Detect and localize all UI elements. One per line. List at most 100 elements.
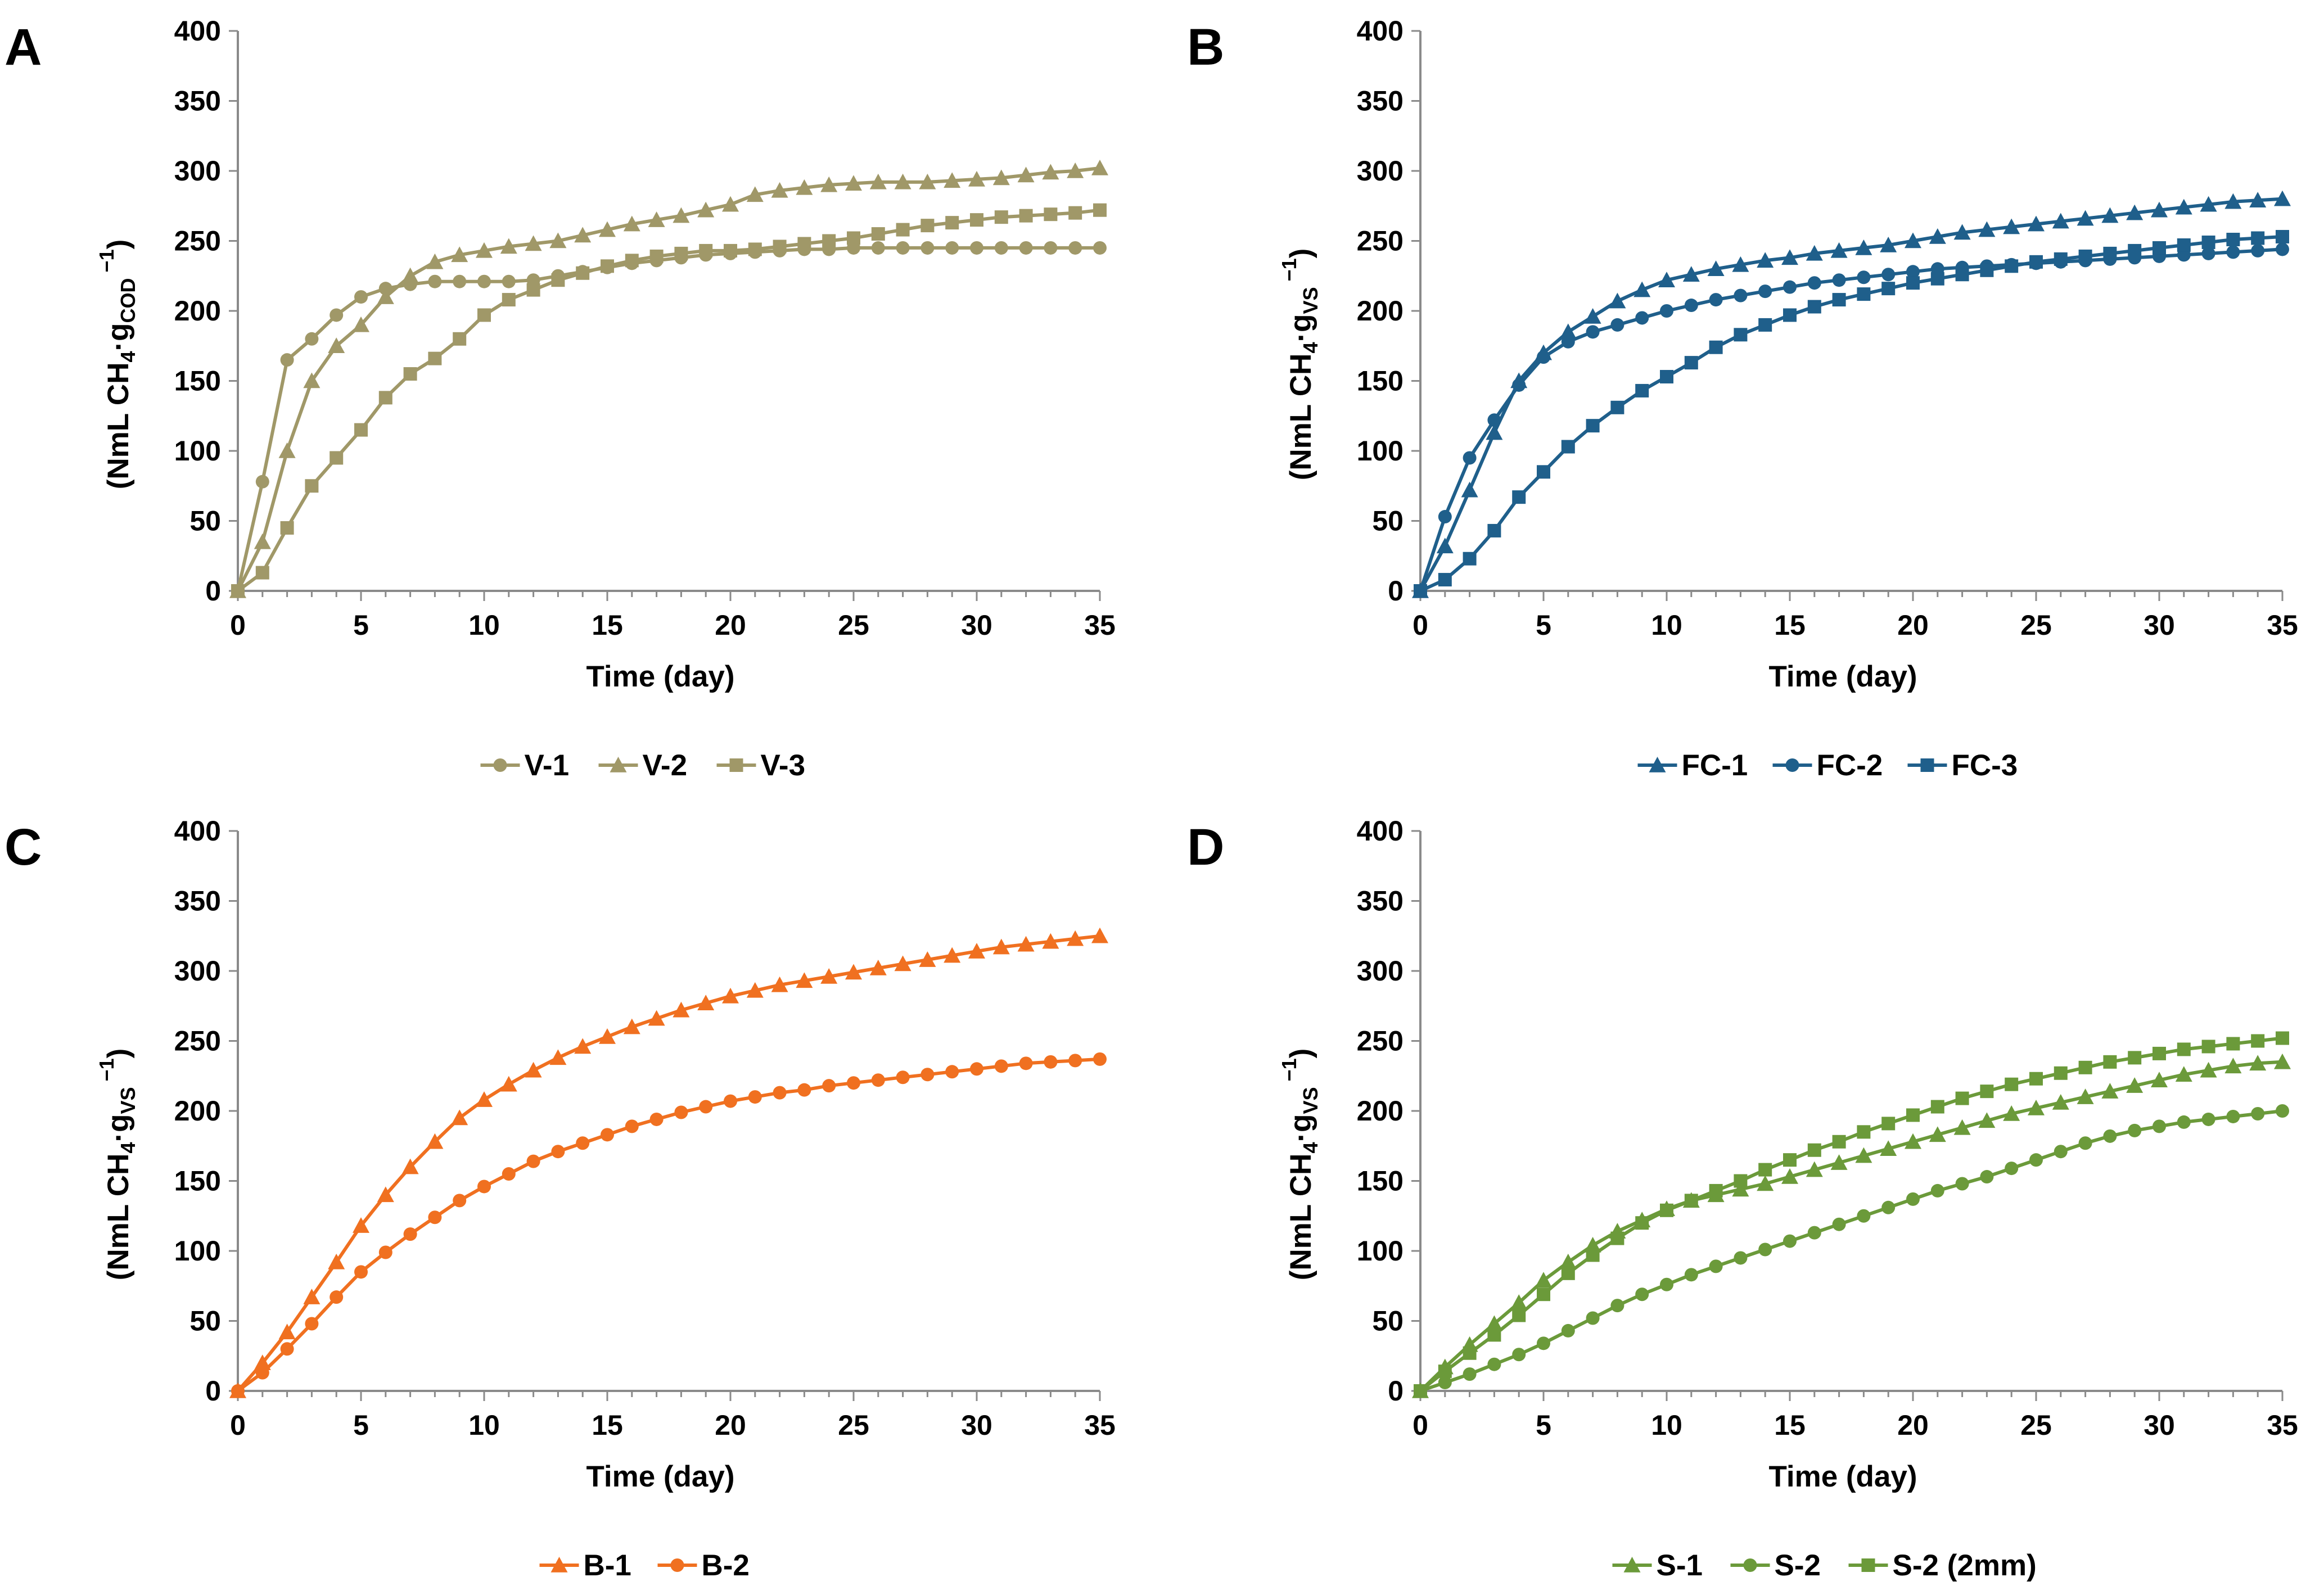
panel-c-legend-b-1-swatch-marker xyxy=(550,1557,568,1573)
panel-d-series-s-2-point xyxy=(2226,1109,2240,1123)
panel-b-series-fc-1-point xyxy=(2274,190,2291,206)
panel-b-series-fc-3-point xyxy=(2177,238,2191,252)
panel-a-xtick-label: 5 xyxy=(353,609,369,641)
panel-a-series-v-1-point xyxy=(255,475,269,489)
panel-a-series-v-3-point xyxy=(773,240,787,254)
panel-c-series-b-2-point xyxy=(970,1062,983,1076)
panel-a-series-v-3-point xyxy=(354,423,368,437)
panel-a-series-v-1-point xyxy=(896,241,910,255)
panel-c-series-b-1-point xyxy=(869,960,887,975)
panel-c-ytick-label: 0 xyxy=(205,1375,221,1407)
panel-d-ytick-label: 0 xyxy=(1388,1375,1404,1407)
panel-d-series-s-2-point xyxy=(1758,1242,1772,1257)
panel-d-series-s-2-2mm-point xyxy=(1586,1248,1600,1262)
panel-a-series-v-3-point xyxy=(255,566,269,580)
panel-b-ytick-label: 100 xyxy=(1357,435,1404,467)
panel-d-series-s-1 xyxy=(1412,1053,2291,1398)
panel-b-series-fc-2-point xyxy=(1438,510,1452,524)
panel-a-series-v-2-point xyxy=(697,201,715,218)
panel-a-legend-v-3: V-3 xyxy=(716,749,805,782)
panel-a-ytick-label: 400 xyxy=(174,15,221,47)
panel-a-series-v-2-point xyxy=(1017,166,1035,183)
panel-a-series-v-3-point xyxy=(280,521,294,535)
panel-c-series-b-1-point xyxy=(377,1186,394,1203)
panel-a-series-v-3-point xyxy=(945,216,959,230)
panel-b-ylabel-main: (NmL CH xyxy=(1284,354,1317,481)
panel-b-series-fc-3-point xyxy=(1832,293,1846,307)
panel-a-xtick-label: 0 xyxy=(230,609,246,641)
panel-b-series-fc-2-point xyxy=(1512,378,1526,392)
panel-d-series-s-1-point xyxy=(2249,1055,2267,1071)
panel-c-xlabel: Time (day) xyxy=(586,1460,734,1493)
panel-d-ytick-label: 300 xyxy=(1357,955,1404,987)
panel-d-xlabel: Time (day) xyxy=(1768,1460,1917,1493)
panel-c-series-b-2-point xyxy=(601,1128,614,1142)
panel-b-ytick-label: 150 xyxy=(1357,365,1404,397)
panel-b-series-fc-3-point xyxy=(2103,246,2117,260)
panel-c-series-b-1-point xyxy=(623,1018,640,1034)
panel-c-ylabel-main: (NmL CH xyxy=(102,1154,135,1281)
panel-d-series-s-1-point xyxy=(2003,1105,2020,1121)
panel-a-series-v-1-point xyxy=(354,290,368,304)
panel-c-xtick-label: 25 xyxy=(838,1409,869,1441)
panel-a-legend-v-2-label: V-2 xyxy=(643,749,688,782)
panel-d-series-s-2 xyxy=(1414,1104,2289,1398)
panel-d-ytick-label: 350 xyxy=(1357,885,1404,917)
panel-c-series-b-1-point xyxy=(722,987,739,1004)
panel-d-series-s-2-point xyxy=(1463,1367,1477,1381)
panel-b-series-fc-3-point xyxy=(1512,490,1526,504)
panel-b-series-fc-1-point xyxy=(1806,245,1823,261)
panel-a-series-v-2-point xyxy=(722,196,739,212)
panel-a-ytick-label: 200 xyxy=(174,295,221,327)
panel-c-series-b-2-point xyxy=(896,1070,910,1085)
panel-a-series-v-2-point xyxy=(574,227,592,243)
panel-b-series-fc-1-point xyxy=(2126,204,2144,220)
panel-a-series-v-3 xyxy=(231,203,1107,598)
panel-d-series-s-2-2mm-point xyxy=(1438,1364,1452,1379)
panel-b-ytick-label: 350 xyxy=(1357,85,1404,117)
panel-d-series-s-2-line xyxy=(1420,1109,2283,1393)
panel-b-series-fc-1-point xyxy=(2077,210,2094,226)
panel-d-letter: D xyxy=(1187,819,1224,876)
panel-c-series-b-2-point xyxy=(477,1180,491,1194)
panel-b-ylabel-end: ) xyxy=(1284,248,1317,259)
panel-b-series-fc-2-point xyxy=(2276,242,2289,256)
panel-b-legend-fc-2-label: FC-2 xyxy=(1817,749,1883,782)
panel-d-series-s-2-2mm-point xyxy=(1955,1091,1969,1105)
panel-a-series-v-3-point xyxy=(231,584,245,598)
panel-d-series-s-1-point xyxy=(2028,1100,2045,1115)
panel-c-xtick-label: 0 xyxy=(230,1409,246,1441)
panel-c-series-b-1 xyxy=(229,927,1108,1398)
panel-d-series-s-2-point xyxy=(2103,1129,2117,1143)
panel-d-series-s-2-2mm-point xyxy=(1660,1203,1673,1217)
panel-b-series-fc-3-point xyxy=(1684,356,1698,370)
panel-d-series-s-2-point xyxy=(1881,1200,1896,1214)
panel-d-series-s-2-2mm-point xyxy=(1463,1346,1477,1360)
panel-b-series-fc-3-point xyxy=(1561,440,1575,454)
panel-a-series-v-3-point xyxy=(847,231,860,245)
panel-d-series-s-1-point xyxy=(2151,1072,2168,1087)
panel-d-series-s-1-point xyxy=(2224,1058,2242,1074)
panel-c-series-b-1-point xyxy=(549,1049,567,1065)
panel-b-series-fc-1-point xyxy=(1436,537,1454,554)
panel-d-ylabel-mid: ·g xyxy=(1284,1114,1317,1142)
panel-d-series-s-2-point xyxy=(2201,1112,2215,1126)
panel-b-xtick-label: 15 xyxy=(1774,609,1806,641)
panel-a-legend-v-2-swatch-marker xyxy=(610,757,627,772)
panel-d-series-s-1-point xyxy=(1535,1272,1552,1288)
panel-b-series-fc-1-point xyxy=(2249,192,2267,208)
panel-c-ylabel-sup: −1 xyxy=(95,1058,118,1087)
panel-a-series-v-3-point xyxy=(822,234,836,248)
panel-b-series-fc-1-point xyxy=(2028,215,2045,232)
panel-a-series-v-3-point xyxy=(403,367,417,381)
panel-a-series-v-2-point xyxy=(771,182,788,198)
panel-d-series-s-2-2mm-point xyxy=(1906,1108,1920,1122)
panel-c-ytick-label: 350 xyxy=(174,885,221,917)
panel-a-series-v-2-point xyxy=(599,221,616,237)
panel-b-series-fc-2-point xyxy=(1635,311,1649,325)
panel-d-series-s-2-2mm-point xyxy=(2054,1066,2068,1080)
panel-b-ytick-label: 300 xyxy=(1357,155,1404,187)
panel-c-series-b-1-point xyxy=(500,1076,517,1092)
panel-d-series-s-1-point xyxy=(1559,1253,1577,1269)
panel-d-ylabel-sup: −1 xyxy=(1278,1058,1301,1087)
